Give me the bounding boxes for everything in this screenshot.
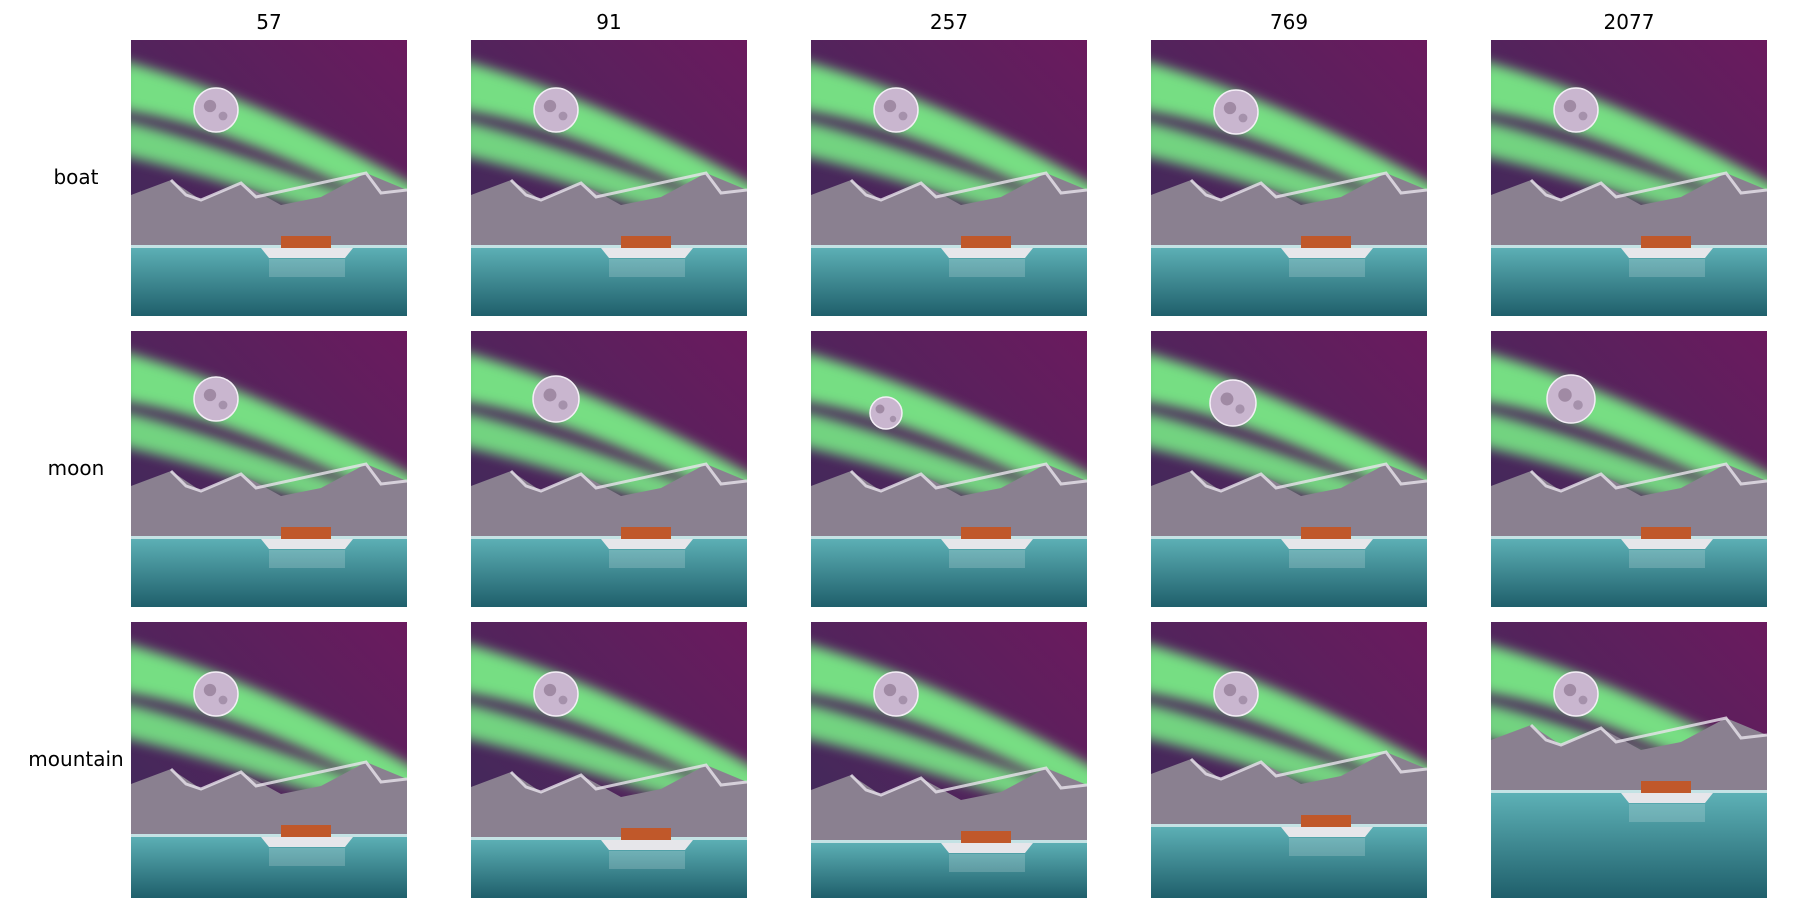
scene-illustration [131, 331, 407, 607]
scene-illustration [131, 622, 407, 898]
scene-illustration [131, 40, 407, 316]
grid-image [811, 40, 1087, 316]
row-label: moon [47, 456, 105, 480]
grid-image [131, 331, 407, 607]
scene-illustration [1491, 622, 1767, 898]
grid-image [1151, 331, 1427, 607]
scene-illustration [1151, 331, 1427, 607]
grid-image [471, 40, 747, 316]
row-label: boat [53, 165, 99, 189]
scene-illustration [471, 40, 747, 316]
column-label: 2077 [1603, 10, 1655, 34]
scene-illustration [471, 622, 747, 898]
grid-image [131, 622, 407, 898]
grid-image [811, 331, 1087, 607]
grid-image [1491, 331, 1767, 607]
grid-image [811, 622, 1087, 898]
grid-image [1151, 40, 1427, 316]
grid-image [1151, 622, 1427, 898]
scene-illustration [471, 331, 747, 607]
column-label: 769 [1269, 10, 1309, 34]
grid-image [131, 40, 407, 316]
scene-illustration [1491, 331, 1767, 607]
scene-illustration [811, 331, 1087, 607]
grid-image [1491, 40, 1767, 316]
scene-illustration [1491, 40, 1767, 316]
grid-image [1491, 622, 1767, 898]
column-label: 57 [256, 10, 282, 34]
scene-illustration [1151, 40, 1427, 316]
scene-illustration [811, 40, 1087, 316]
column-label: 257 [929, 10, 969, 34]
grid-image [471, 622, 747, 898]
scene-illustration [811, 622, 1087, 898]
grid-image [471, 331, 747, 607]
column-label: 91 [596, 10, 622, 34]
row-label: mountain [28, 747, 124, 771]
scene-illustration [1151, 622, 1427, 898]
